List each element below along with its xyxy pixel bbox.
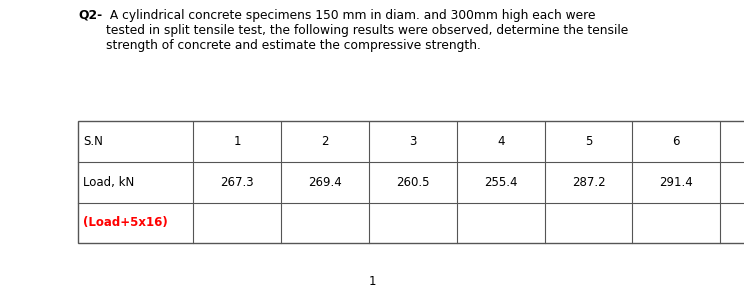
Text: 4: 4 (497, 135, 504, 148)
Text: 260.5: 260.5 (396, 176, 430, 189)
Text: Q2-: Q2- (78, 9, 102, 22)
Text: 1: 1 (368, 275, 376, 288)
Text: 1: 1 (234, 135, 241, 148)
Text: S.N: S.N (83, 135, 103, 148)
Text: A cylindrical concrete specimens 150 mm in diam. and 300mm high each were
tested: A cylindrical concrete specimens 150 mm … (106, 9, 629, 52)
Text: 269.4: 269.4 (308, 176, 342, 189)
Text: 291.4: 291.4 (659, 176, 693, 189)
Text: 2: 2 (321, 135, 329, 148)
Text: 255.4: 255.4 (484, 176, 518, 189)
Text: 5: 5 (585, 135, 592, 148)
Text: 267.3: 267.3 (220, 176, 254, 189)
Text: 287.2: 287.2 (571, 176, 606, 189)
Text: 6: 6 (673, 135, 680, 148)
Text: (Load+5x16): (Load+5x16) (83, 216, 168, 229)
Text: Load, kN: Load, kN (83, 176, 135, 189)
Text: 3: 3 (409, 135, 417, 148)
Bar (78, 122, 744, 243)
